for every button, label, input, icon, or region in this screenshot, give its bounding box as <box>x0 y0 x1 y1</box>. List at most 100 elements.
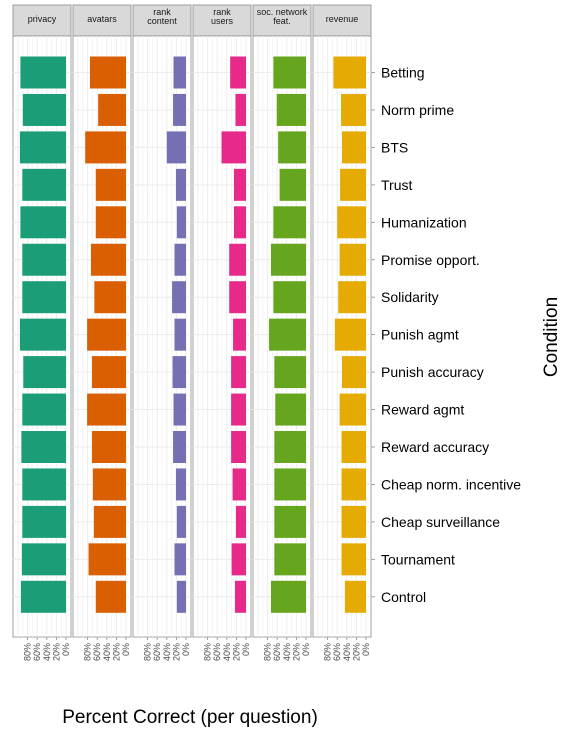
bar <box>22 243 66 276</box>
x-tick-label: 80% <box>263 643 273 661</box>
bar <box>229 281 246 314</box>
condition-labels: Betting Norm prime BTS Trust Humanization Pro… <box>371 65 521 605</box>
bar <box>278 131 306 164</box>
bar <box>232 468 246 501</box>
bar <box>341 505 366 538</box>
bar <box>95 206 126 239</box>
bar <box>22 281 66 314</box>
x-tick-label: 0% <box>241 643 251 656</box>
bar <box>20 580 67 613</box>
condition-label: Control <box>381 589 426 605</box>
x-tick-label: 40% <box>342 643 352 661</box>
x-tick-label: 0% <box>61 643 71 656</box>
facet-label: avatars <box>87 14 117 24</box>
bar <box>235 505 246 538</box>
bar <box>21 431 66 463</box>
bar <box>340 168 366 201</box>
bar <box>20 206 66 239</box>
x-tick-label: 60% <box>152 643 162 661</box>
x-tick-label: 60% <box>92 643 102 661</box>
x-tick-label: 0% <box>181 643 191 656</box>
condition-label: Reward agmt <box>381 402 464 418</box>
x-tick-label: 0% <box>121 643 131 656</box>
bar <box>230 56 246 89</box>
bar <box>341 431 366 463</box>
facet-strip <box>312 4 372 37</box>
x-axis-title: Percent Correct (per question) <box>62 707 318 728</box>
facet-label: soc. network <box>257 7 308 17</box>
bar <box>90 56 126 89</box>
bar <box>91 431 126 463</box>
x-tick-label: 40% <box>42 643 52 661</box>
bar <box>173 93 186 126</box>
x-tick-label: 20% <box>291 643 301 661</box>
bar <box>234 206 246 239</box>
bar <box>231 393 246 426</box>
facet-strip <box>72 4 132 37</box>
bar <box>229 243 246 276</box>
bar <box>95 580 126 613</box>
condition-label: Cheap norm. incentive <box>381 476 521 492</box>
x-tick-label: 40% <box>102 643 112 661</box>
condition-label: Reward accuracy <box>381 439 489 455</box>
bar <box>341 543 366 576</box>
y-axis-title: Condition <box>541 297 562 377</box>
facet-panel: revenue 80% 60% 40% 20% 0% <box>312 4 372 661</box>
facet-strip <box>252 4 312 37</box>
x-tick-label: 80% <box>23 643 33 661</box>
facet-label: feat. <box>273 16 291 26</box>
bar <box>231 543 246 576</box>
condition-label: Betting <box>381 65 425 81</box>
condition-label: Norm prime <box>381 102 454 118</box>
bar <box>275 393 306 426</box>
bar <box>172 356 186 389</box>
bar <box>95 168 126 201</box>
bar <box>235 93 246 126</box>
bar <box>279 168 306 201</box>
bar <box>94 281 126 314</box>
bar <box>87 318 126 351</box>
bar <box>22 393 66 426</box>
bar <box>233 318 246 351</box>
bar <box>91 356 126 389</box>
condition-label: Trust <box>381 177 412 193</box>
condition-label: Punish accuracy <box>381 364 484 380</box>
bar <box>274 356 306 389</box>
bar <box>90 243 126 276</box>
condition-label: Humanization <box>381 214 467 230</box>
bar <box>98 93 126 126</box>
bar <box>338 281 366 314</box>
x-tick-label: 80% <box>83 643 93 661</box>
bar <box>273 281 306 314</box>
bar <box>270 580 306 613</box>
bar <box>23 356 67 389</box>
bar <box>93 505 126 538</box>
bar <box>176 580 186 613</box>
bar <box>269 318 306 351</box>
bar <box>174 318 186 351</box>
facet-label: users <box>211 16 234 26</box>
bar <box>234 168 246 201</box>
x-tick-label: 20% <box>51 643 61 661</box>
bar <box>19 131 67 164</box>
x-tick-label: 20% <box>171 643 181 661</box>
bar <box>85 131 126 164</box>
bar <box>173 393 186 426</box>
facet-label: content <box>147 16 177 26</box>
x-tick-label: 20% <box>111 643 121 661</box>
condition-label: Promise opport. <box>381 252 480 268</box>
bar <box>344 580 366 613</box>
bar <box>88 543 126 576</box>
bar <box>87 393 126 426</box>
facet-panel: avatars 80% 60% 40% 20% 0% <box>72 4 132 661</box>
bar <box>20 56 66 89</box>
bar <box>175 168 186 201</box>
facet-label: rank <box>213 7 231 17</box>
x-tick-label: 0% <box>361 643 371 656</box>
bar <box>92 468 126 501</box>
bar <box>21 543 66 576</box>
